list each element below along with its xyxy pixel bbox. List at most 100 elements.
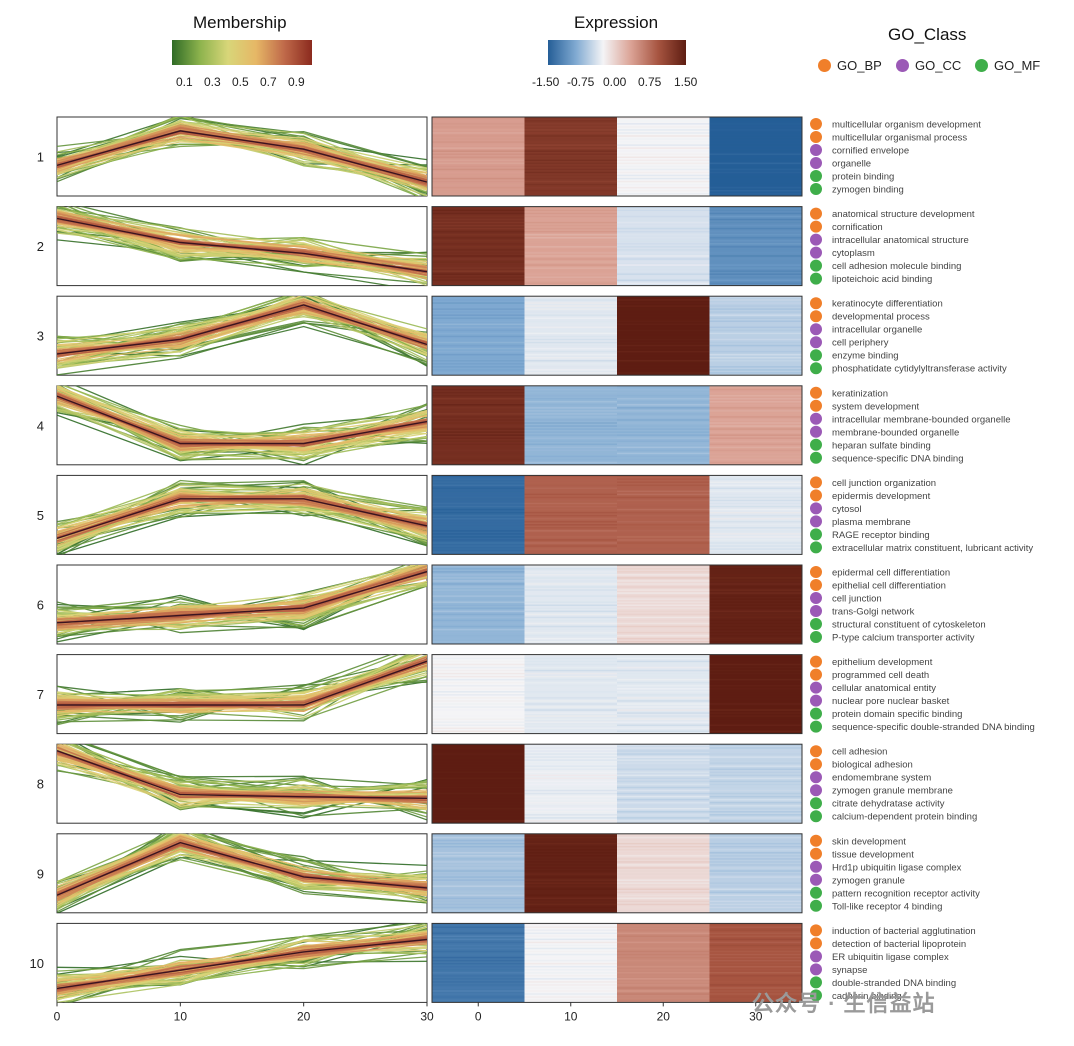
heatmap-stripe: [432, 252, 525, 254]
go-term-dot: [810, 131, 822, 143]
heatmap-stripe: [709, 891, 802, 894]
heatmap-stripe: [432, 135, 525, 137]
heatmap-stripe: [432, 876, 525, 878]
heatmap-stripe: [617, 903, 710, 906]
go-term-dot: [810, 170, 822, 182]
heatmap-stripe: [432, 440, 525, 443]
heatmap-stripe: [524, 517, 617, 520]
heatmap-stripe: [524, 801, 617, 804]
heatmap-stripe: [432, 514, 525, 517]
heatmap-stripe: [524, 496, 617, 499]
heatmap-stripe: [432, 548, 525, 550]
heatmap-stripe: [709, 568, 802, 570]
heatmap-stripe: [709, 400, 802, 403]
heatmap-stripe: [432, 640, 525, 643]
heatmap-stripe: [432, 353, 525, 356]
heatmap-stripe: [524, 511, 617, 514]
heatmap-stripe: [432, 996, 525, 998]
heatmap-stripe: [524, 410, 617, 412]
heatmap-stripe: [617, 654, 710, 657]
heatmap-stripe: [617, 135, 710, 137]
heatmap-stripe: [524, 326, 617, 329]
heatmap-stripe: [524, 759, 617, 761]
heatmap-stripe: [617, 669, 710, 672]
heatmap-stripe: [617, 221, 710, 224]
heatmap-stripe: [617, 209, 710, 212]
heatmap-stripe: [709, 672, 802, 675]
heatmap-stripe: [617, 267, 710, 269]
heatmap-stripe: [524, 783, 617, 786]
heatmap-stripe: [524, 255, 617, 257]
heatmap-stripe: [524, 542, 617, 544]
go-term: epithelium development: [832, 657, 933, 668]
heatmap-stripe: [432, 224, 525, 227]
centroid-line: [57, 570, 427, 624]
heatmap-stripe: [432, 978, 525, 980]
go-term: organelle: [832, 159, 871, 170]
heatmap-stripe: [524, 120, 617, 122]
heatmap-stripe: [432, 975, 525, 977]
heatmap-stripe: [524, 132, 617, 134]
go-term-dot: [810, 207, 822, 220]
heatmap-stripe: [709, 314, 802, 316]
go-term-dot: [810, 438, 822, 451]
heatmap-stripe: [524, 984, 617, 986]
go-term-dot: [810, 541, 822, 554]
heatmap-stripe: [709, 678, 802, 681]
heatmap-stripe: [524, 804, 617, 807]
heatmap-stripe: [432, 410, 525, 412]
heatmap-stripe: [709, 628, 802, 631]
go-term-dot: [810, 386, 822, 399]
heatmap-stripe: [524, 756, 617, 758]
heatmap-stripe: [524, 848, 617, 851]
heatmap-stripe: [432, 601, 525, 603]
heatmap-stripe: [524, 320, 617, 323]
heatmap-stripe: [709, 876, 802, 878]
go-mf-dot: [975, 59, 988, 72]
heatmap-stripe: [524, 353, 617, 356]
heatmap-stripe: [432, 437, 525, 439]
heatmap-stripe: [617, 663, 710, 666]
member-line: [57, 385, 427, 439]
heatmap-stripe: [617, 422, 710, 424]
heatmap-stripe: [432, 848, 525, 851]
heatmap-stripe: [524, 443, 617, 446]
go-term: induction of bacterial agglutination: [832, 926, 976, 937]
heatmap-stripe: [432, 938, 525, 941]
heatmap-stripe: [524, 944, 617, 947]
heatmap-stripe: [617, 335, 710, 338]
heatmap-stripe: [432, 703, 525, 705]
membership-tick: 0.9: [288, 75, 305, 89]
heatmap-stripe: [709, 619, 802, 622]
heatmap-stripe: [524, 249, 617, 251]
heatmap-stripe: [709, 335, 802, 338]
heatmap-stripe: [432, 727, 525, 730]
heatmap-stripe: [524, 461, 617, 464]
heatmap-stripe: [709, 144, 802, 146]
heatmap-stripe: [617, 153, 710, 155]
heatmap-stripe: [617, 410, 710, 412]
heatmap-stripe: [432, 332, 525, 335]
heatmap-stripe: [709, 774, 802, 777]
heatmap-stripe: [617, 147, 710, 149]
heatmap-stripe: [617, 366, 710, 368]
heatmap-stripe: [617, 804, 710, 807]
heatmap-stripe: [432, 282, 525, 285]
heatmap-stripe: [432, 926, 525, 928]
heatmap-stripe: [709, 192, 802, 195]
go-term: system development: [832, 401, 919, 412]
heatmap-stripe: [524, 481, 617, 483]
heatmap-stripe: [709, 165, 802, 168]
heatmap-stripe: [617, 900, 710, 903]
heatmap-stripe: [524, 906, 617, 909]
heatmap-stripe: [709, 932, 802, 935]
heatmap-stripe: [617, 548, 710, 550]
heatmap-stripe: [432, 508, 525, 511]
heatmap-stripe: [617, 897, 710, 900]
heatmap-stripe: [709, 972, 802, 974]
centroid-line: [57, 130, 427, 183]
heatmap-stripe: [524, 792, 617, 795]
heatmap-stripe: [617, 449, 710, 452]
heatmap-stripe: [524, 589, 617, 591]
heatmap-stripe: [432, 774, 525, 777]
